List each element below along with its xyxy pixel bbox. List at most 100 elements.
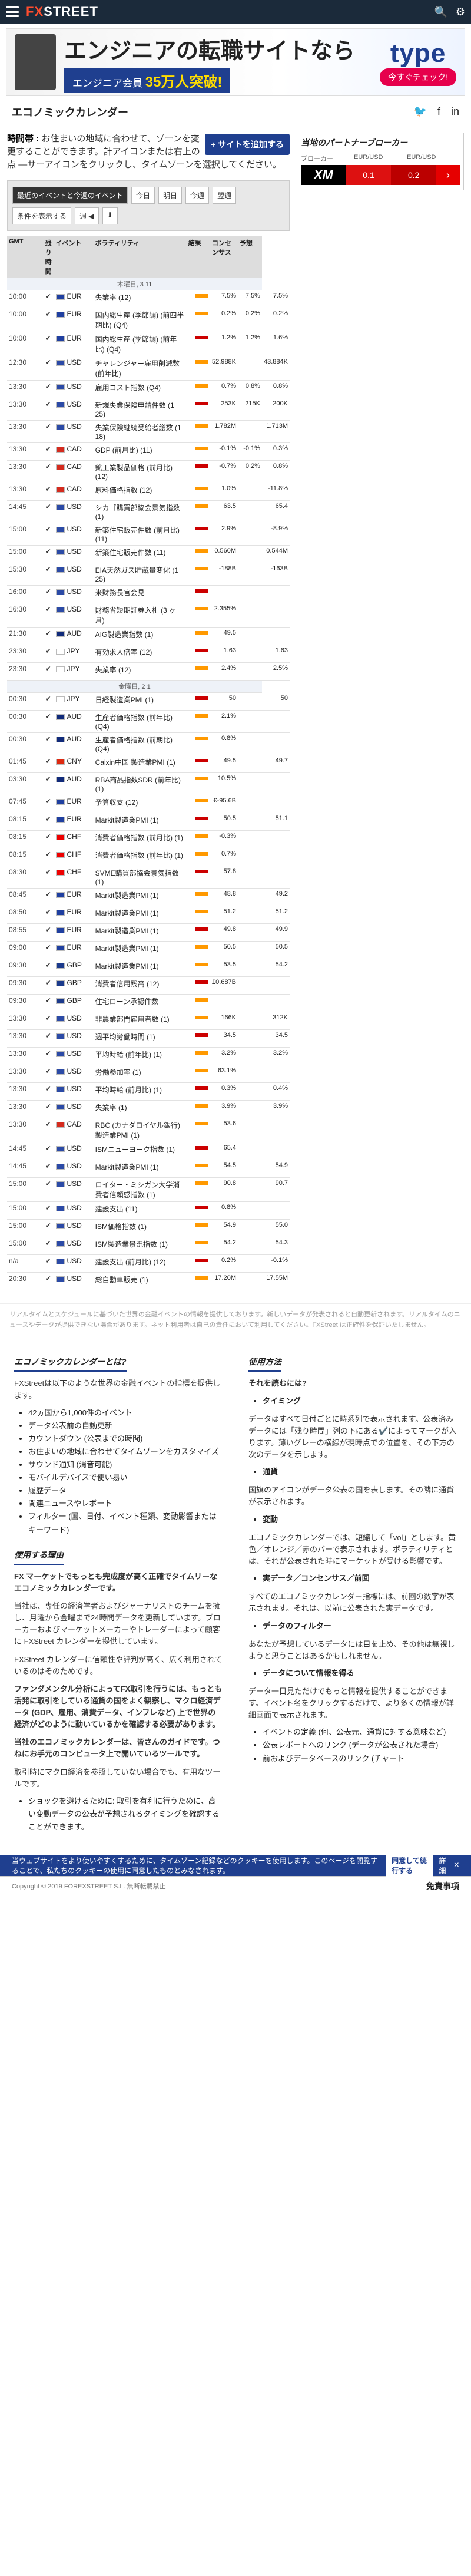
event-row[interactable]: 13:30 ✔ USD 労働参加率 (1) 63.1% <box>7 1065 290 1084</box>
event-row[interactable]: 13:30 ✔ CAD 原料価格指数 (12) 1.0% -11.8% <box>7 483 290 501</box>
event-row[interactable]: 13:30 ✔ USD 週平均労働時間 (1) 34.5 34.5 <box>7 1029 290 1048</box>
event-row[interactable]: 23:30 ✔ JPY 失業率 (12) 2.4% 2.5% <box>7 662 290 681</box>
event-name: 失業率 (12) <box>93 290 187 309</box>
event-row[interactable]: 01:45 ✔ CNY Caixin中国 製造業PMI (1) 49.5 49.7 <box>7 755 290 774</box>
event-row[interactable]: 08:45 ✔ EUR Markit製造業PMI (1) 48.8 49.2 <box>7 888 290 907</box>
volatility-icon <box>195 589 209 593</box>
event-row[interactable]: 15:00 ✔ USD ISM価格指数 (1) 54.9 55.0 <box>7 1219 290 1238</box>
toolbar-item[interactable]: 今週 <box>185 187 210 204</box>
event-time: 13:30 <box>7 1082 44 1101</box>
event-row[interactable]: 03:30 ✔ AUD RBA商品指数SDR (前年比) (1) 10.5% <box>7 772 290 796</box>
cookie-more-link[interactable]: 詳細 <box>439 1857 446 1875</box>
event-row[interactable]: 15:00 ✔ USD 新築住宅販売件数 (11) 0.560M 0.544M <box>7 545 290 564</box>
volatility-icon <box>195 927 209 932</box>
event-row[interactable]: 13:30 ✔ CAD RBC (カナダロイヤル銀行) 製造業PMI (1) 53.6 <box>7 1118 290 1143</box>
event-row[interactable]: 15:00 ✔ USD 建設支出 (11) 0.8% <box>7 1201 290 1220</box>
event-row[interactable]: 00:30 ✔ AUD 生産者価格指数 (前期比) (Q4) 0.8% <box>7 732 290 756</box>
toolbar-item[interactable]: ⬇ <box>102 207 118 225</box>
event-row[interactable]: 14:45 ✔ USD Markit製造業PMI (1) 54.5 54.9 <box>7 1160 290 1178</box>
event-row[interactable]: 10:00 ✔ EUR 失業率 (12) 7.5% 7.5% 7.5% <box>7 290 290 309</box>
event-row[interactable]: 00:30 ✔ JPY 日経製造業PMI (1) 50 50 <box>7 692 290 711</box>
consensus-value <box>238 1254 262 1273</box>
event-row[interactable]: 10:00 ✔ EUR 国内総生産 (季節調) (前年比) (Q4) 1.2% 1.2% 1… <box>7 332 290 357</box>
toolbar-item[interactable]: 今日 <box>131 187 155 204</box>
event-currency: USD <box>54 1100 94 1119</box>
event-row[interactable]: 10:00 ✔ EUR 国内総生産 (季節調) (前四半期比) (Q4) 0.2% 0.2… <box>7 308 290 333</box>
event-name: 新築住宅販売件数 (11) <box>93 545 187 564</box>
volatility-icon <box>195 910 209 914</box>
event-row[interactable]: 13:30 ✔ CAD 鉱工業製品価格 (前月比) (12) -0.7% 0.2% 0.8% <box>7 460 290 484</box>
event-time: 14:45 <box>7 1142 44 1161</box>
event-row[interactable]: 08:30 ✔ CHF SVME購買部協会景気指数 (1) 57.8 <box>7 866 290 889</box>
event-row[interactable]: 08:55 ✔ EUR Markit製造業PMI (1) 49.8 49.9 <box>7 923 290 942</box>
event-row[interactable]: 08:50 ✔ EUR Markit製造業PMI (1) 51.2 51.2 <box>7 906 290 924</box>
previous-value: 0.3% <box>261 442 290 461</box>
toolbar-item[interactable]: 翌週 <box>213 187 237 204</box>
event-row[interactable]: 15:00 ✔ USD ISM製造業景況指数 (1) 54.2 54.3 <box>7 1237 290 1256</box>
broker-row[interactable]: XM 0.1 0.2 › <box>301 165 460 185</box>
toolbar-item[interactable]: 週 ◀ <box>75 207 99 225</box>
event-row[interactable]: 15:00 ✔ USD 新築住宅販売件数 (前月比) (11) 2.9% -8.9% <box>7 523 290 546</box>
event-row[interactable]: 09:30 ✔ GBP 消費者信用残高 (12) £0.687B <box>7 976 290 995</box>
event-row[interactable]: 00:30 ✔ AUD 生産者価格指数 (前年比) (Q4) 2.1% <box>7 710 290 734</box>
event-row[interactable]: 21:30 ✔ AUD AIG製造業指数 (1) 49.5 <box>7 627 290 646</box>
event-time: 09:30 <box>7 959 44 977</box>
volatility-icon <box>195 424 209 428</box>
footer-disclaimer-link[interactable]: 免責事項 <box>426 1881 459 1891</box>
linkedin-icon[interactable]: in <box>450 105 459 117</box>
event-row[interactable]: 13:30 ✔ USD 失業保険継続受給者総数 (1 18) 1.782M 1.713M <box>7 420 290 444</box>
event-row[interactable]: 14:45 ✔ USD シカゴ購買部協会景気指数 (1) 63.5 65.4 <box>7 500 290 524</box>
event-row[interactable]: 13:30 ✔ USD 新規失業保険申請件数 (1 25) 253K 215K 200K <box>7 398 290 421</box>
bid-price[interactable]: 0.1 <box>346 165 392 185</box>
event-row[interactable]: 20:30 ✔ USD 総自動車販売 (1) 17.20M 17.55M <box>7 1272 290 1291</box>
event-row[interactable]: 16:30 ✔ USD 財務省短期証券入札 (3 ヶ月) 2.355% <box>7 603 290 628</box>
site-logo[interactable]: FXSTREET <box>26 4 98 19</box>
event-row[interactable]: 15:00 ✔ USD ロイター・ミシガン大学消費者信頼感指数 (1) 90.8 90.7 <box>7 1177 290 1203</box>
event-row[interactable]: 13:30 ✔ USD 平均時給 (前年比) (1) 3.2% 3.2% <box>7 1047 290 1066</box>
consensus-value: -0.1% <box>238 442 262 461</box>
event-row[interactable]: 12:30 ✔ USD チャレンジャー雇用削減数 (前年比) 52.988K 43.884… <box>7 356 290 381</box>
event-row[interactable]: 16:00 ✔ USD 米財務長官会見 <box>7 585 290 604</box>
event-row[interactable]: 13:30 ✔ CAD GDP (前月比) (11) -0.1% -0.1% 0.3% <box>7 442 290 461</box>
event-currency: USD <box>54 398 94 421</box>
event-row[interactable]: 13:30 ✔ USD 雇用コスト指数 (Q4) 0.7% 0.8% 0.8% <box>7 380 290 399</box>
actual-value: 1.0% <box>210 483 238 501</box>
event-row[interactable]: 09:00 ✔ EUR Markit製造業PMI (1) 50.5 50.5 <box>7 941 290 960</box>
event-row[interactable]: 13:30 ✔ USD 失業率 (1) 3.9% 3.9% <box>7 1100 290 1119</box>
event-row[interactable]: 14:45 ✔ USD ISMニューヨーク指数 (1) 65.4 <box>7 1142 290 1161</box>
event-row[interactable]: 09:30 ✔ GBP 住宅ローン承認件数 <box>7 994 290 1013</box>
close-icon[interactable]: × <box>453 1860 460 1871</box>
add-site-button[interactable]: + サイトを追加する <box>204 134 290 156</box>
volatility-bar <box>186 1237 211 1256</box>
event-row[interactable]: 08:15 ✔ CHF 消費者価格指数 (前年比) (1) 0.7% <box>7 848 290 867</box>
event-row[interactable]: 13:30 ✔ USD 平均時給 (前月比) (1) 0.3% 0.4% <box>7 1082 290 1101</box>
ad-cta-button[interactable]: 今すぐチェック! <box>380 68 456 86</box>
ad-banner[interactable]: エンジニアの転職サイトなら エンジニア会員 35万人突破! type 今すぐチェ… <box>6 28 465 96</box>
settings-icon[interactable]: ⚙ <box>455 5 465 18</box>
event-row[interactable]: 13:30 ✔ USD 非農業部門雇用者数 (1) 166K 312K <box>7 1012 290 1031</box>
toolbar-item[interactable]: 条件を表示する <box>12 207 72 225</box>
event-row[interactable]: 23:30 ✔ JPY 有効求人倍率 (12) 1.63 1.63 <box>7 645 290 663</box>
event-row[interactable]: 08:15 ✔ EUR Markit製造業PMI (1) 50.5 51.1 <box>7 813 290 831</box>
flag-icon <box>55 312 65 318</box>
flag-icon <box>55 1051 65 1058</box>
toolbar-item[interactable]: 明日 <box>158 187 183 204</box>
toolbar-item[interactable]: 最近のイベントと今週のイベント <box>12 187 128 204</box>
col-time[interactable]: GMT <box>7 236 44 279</box>
event-row[interactable]: n/a ✔ USD 建設支出 (前月比) (12) 0.2% -0.1% <box>7 1254 290 1273</box>
col-left: 残り時間 <box>43 236 54 279</box>
event-currency: GBP <box>54 994 94 1013</box>
facebook-icon[interactable]: f <box>437 105 440 117</box>
search-icon[interactable]: 🔍 <box>434 5 447 18</box>
chevron-right-icon[interactable]: › <box>436 165 460 185</box>
actual-value: -0.3% <box>210 830 238 849</box>
published-check-icon: ✔ <box>43 830 54 849</box>
ask-price[interactable]: 0.2 <box>391 165 437 185</box>
menu-icon[interactable] <box>6 6 19 17</box>
event-row[interactable]: 15:30 ✔ USD EIA天然ガス貯蔵量変化 (1 25) -188B -163B <box>7 563 290 586</box>
twitter-icon[interactable]: 🐦 <box>413 105 427 117</box>
cookie-accept-button[interactable]: 同意して続行する <box>386 1853 433 1878</box>
event-row[interactable]: 07:45 ✔ EUR 予算収支 (12) €-95.6B <box>7 795 290 814</box>
event-row[interactable]: 09:30 ✔ GBP Markit製造業PMI (1) 53.5 54.2 <box>7 959 290 977</box>
event-row[interactable]: 08:15 ✔ CHF 消費者価格指数 (前月比) (1) -0.3% <box>7 830 290 849</box>
